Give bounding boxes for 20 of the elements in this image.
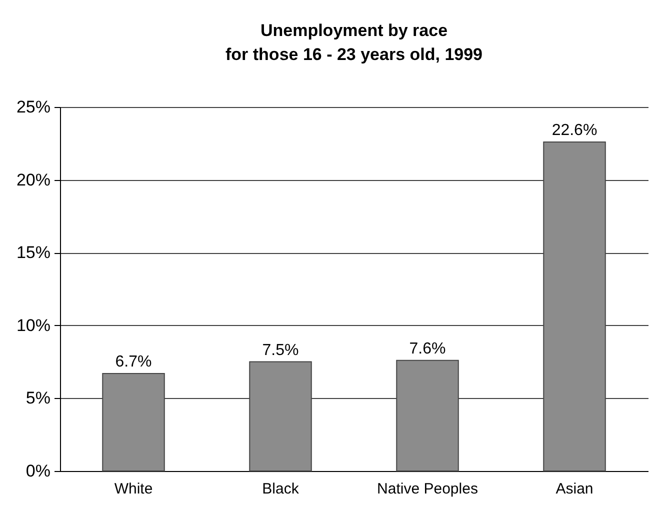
data-label: 7.6% (409, 340, 446, 358)
y-tick-label: 15% (16, 243, 50, 262)
x-tick-label: Black (262, 480, 300, 498)
y-tick-label: 5% (26, 388, 50, 408)
x-tick-label: Asian (556, 480, 594, 498)
data-label: 7.5% (262, 342, 299, 359)
y-tick-label: 20% (16, 170, 50, 190)
text: Unemployment by race (260, 21, 448, 40)
y-tick-label: 25% (16, 98, 50, 116)
x-tick-label: White (114, 480, 153, 498)
y-tick-label: 10% (16, 316, 50, 335)
bar (543, 141, 606, 472)
data-label: 6.7% (115, 353, 152, 370)
x-tick-label: Native Peoples (377, 480, 478, 498)
text: for those 16 - 23 years old, 1999 (225, 45, 483, 64)
data-label: 22.6% (552, 122, 598, 139)
bar (396, 360, 459, 472)
bar (102, 372, 165, 472)
bar (249, 361, 312, 472)
y-tick-label: 0% (26, 462, 50, 480)
